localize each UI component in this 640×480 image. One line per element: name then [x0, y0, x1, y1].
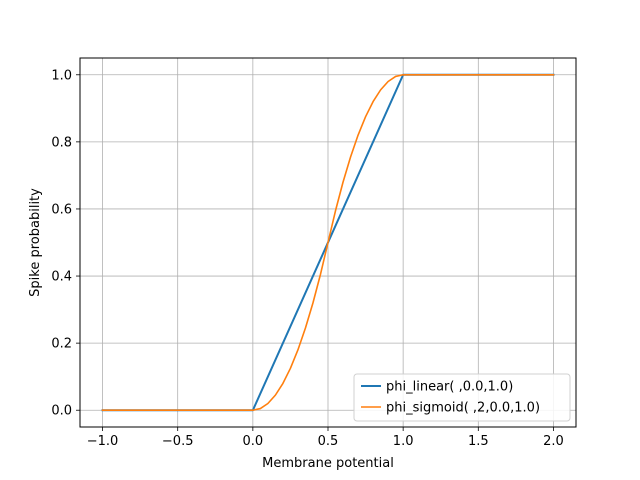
x-axis-label: Membrane potential — [262, 456, 394, 471]
legend-label-1: phi_linear( ,0.0,1.0) — [386, 380, 513, 395]
x-tick-label: −0.5 — [162, 434, 194, 449]
y-tick-label: 0.8 — [51, 135, 72, 150]
y-tick-label: 0.6 — [51, 202, 72, 217]
y-tick-label: 0.2 — [51, 337, 72, 352]
y-axis-label: Spike probability — [28, 188, 43, 297]
x-tick-label: 0.5 — [318, 434, 339, 449]
legend-label-2: phi_sigmoid( ,2,0.0,1.0) — [386, 401, 540, 416]
legend: phi_linear( ,0.0,1.0) phi_sigmoid( ,2,0.0… — [353, 373, 571, 422]
x-tick-label: −1.0 — [87, 434, 119, 449]
y-tick-label: 1.0 — [51, 68, 72, 83]
y-tick-label: 0.0 — [51, 404, 72, 419]
y-tick-label: 0.4 — [51, 270, 72, 285]
x-tick-label: 1.0 — [393, 434, 414, 449]
x-tick-label: 2.0 — [543, 434, 564, 449]
x-tick-label: 0.0 — [243, 434, 264, 449]
plot-lines — [101, 73, 555, 412]
axis-ticks: −1.0 −0.5 0.0 0.5 1.0 1.5 2.0 0.0 0.2 0.4 0.6 0.8 1.… — [51, 68, 563, 449]
x-tick-label: 1.5 — [468, 434, 489, 449]
legend-box — [353, 373, 571, 422]
series-line-2 — [101, 73, 555, 412]
